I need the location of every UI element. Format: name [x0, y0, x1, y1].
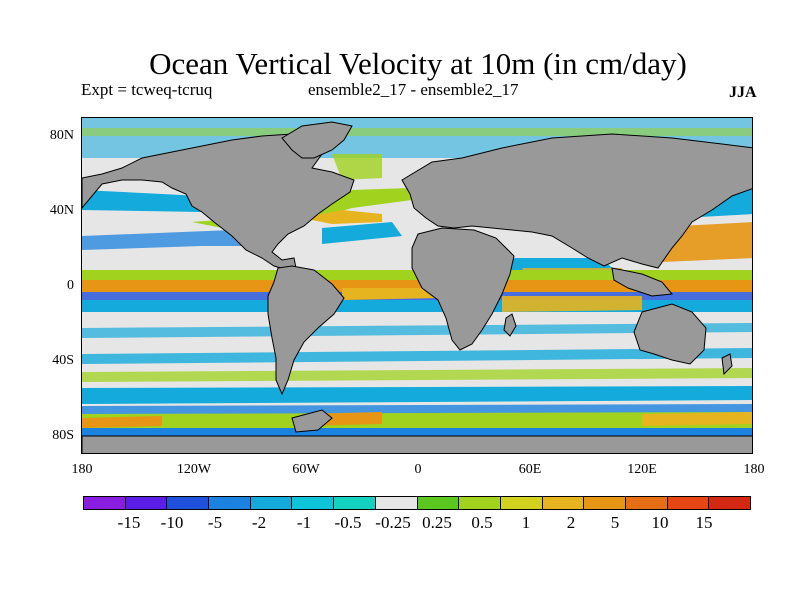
- south-green-band: [82, 368, 752, 382]
- world-map: [81, 117, 753, 454]
- natl-green-band: [307, 188, 412, 218]
- colorbar-label-2: 2: [566, 513, 576, 532]
- arctic-green-band: [82, 128, 752, 136]
- acc-cyan-band: [82, 386, 752, 404]
- equatorial-upwelling-band: [82, 280, 752, 292]
- eq-atlantic-orange: [342, 288, 442, 300]
- colorbar-swatch-8: [417, 497, 460, 509]
- colorbar-swatch-15: [709, 497, 750, 509]
- colorbar-swatch-11: [542, 497, 585, 509]
- labrador-green-patch: [332, 154, 382, 180]
- lon-label-120e: 120E: [627, 462, 657, 477]
- lat-label-80s: 80S: [52, 428, 74, 443]
- colorbar-swatch-10: [500, 497, 543, 509]
- colorbar-label-minus0-5: -0.5: [334, 513, 362, 532]
- australia: [633, 303, 707, 365]
- lat-label-40n: 40N: [49, 203, 74, 218]
- colorbar-label-1: 1: [521, 513, 531, 532]
- colorbar-label-5: 5: [610, 513, 620, 532]
- experiment-label: Expt = tcweq-tcruq: [81, 80, 213, 99]
- colorbar-label-minus5: -5: [207, 513, 223, 532]
- colorbar-swatch-7: [375, 497, 418, 509]
- colorbar-label-0-5: 0.5: [471, 513, 493, 532]
- south-cyan-band-2: [82, 348, 752, 364]
- colorbar-label-minus0-25: -0.25: [375, 513, 411, 532]
- colorbar-swatch-12: [584, 497, 626, 509]
- antarctic-blue-edge: [82, 428, 752, 436]
- continents: [82, 121, 752, 453]
- south-cyan-band-1: [82, 323, 752, 338]
- eurasia: [401, 133, 752, 269]
- colorbar-swatch-4: [250, 497, 293, 509]
- lon-label-120w: 120W: [176, 462, 212, 477]
- colorbar-label-10: 10: [651, 513, 669, 532]
- madagascar: [503, 313, 517, 337]
- lon-label-0: 0: [414, 462, 422, 477]
- colorbar-swatch-3: [209, 497, 251, 509]
- colorbar-swatch-13: [625, 497, 668, 509]
- antarctic-peninsula: [291, 409, 333, 433]
- colorbar-label-minus2: -2: [251, 513, 267, 532]
- lat-label-40s: 40S: [52, 353, 74, 368]
- map-title: Ocean Vertical Velocity at 10m (in cm/da…: [149, 46, 687, 81]
- colorbar-swatch-1: [125, 497, 168, 509]
- ensemble-label: ensemble2_17 - ensemble2_17: [308, 80, 519, 99]
- natl-orange-band: [302, 210, 382, 224]
- antarctic-orange-east: [642, 412, 752, 426]
- colorbar-label-15: 15: [695, 513, 713, 532]
- new-zealand: [721, 353, 733, 376]
- indonesia: [611, 267, 673, 297]
- lon-label-60w: 60W: [292, 462, 320, 477]
- natl-cyan-band: [322, 222, 402, 244]
- colorbar-label-minus1: -1: [296, 513, 312, 532]
- colorbar-swatch-9: [459, 497, 501, 509]
- antarctic-green-band: [82, 412, 752, 430]
- colorbar-label-0-25: 0.25: [422, 513, 452, 532]
- colorbar-swatch-0: [84, 497, 126, 509]
- north-america: [82, 133, 355, 271]
- antarctica: [82, 435, 752, 453]
- greenland: [281, 121, 353, 159]
- map-field-svg: [82, 118, 752, 453]
- lon-label-180w: 180: [71, 462, 93, 477]
- colorbar-label-minus15: -15: [117, 513, 141, 532]
- season-label: JJA: [729, 84, 757, 101]
- colorbar-swatch-5: [292, 497, 335, 509]
- colorbar-label-minus10: -10: [160, 513, 184, 532]
- colorbar-swatch-14: [667, 497, 710, 509]
- lat-label-80n: 80N: [49, 128, 74, 143]
- eq-indian-orange: [502, 296, 642, 312]
- africa: [411, 227, 515, 351]
- south-america: [267, 265, 345, 396]
- colorbar-swatch-2: [167, 497, 210, 509]
- colorbar-swatch-6: [334, 497, 376, 509]
- lat-label-0: 0: [67, 278, 74, 293]
- lon-label-60e: 60E: [518, 462, 542, 477]
- antarctic-orange-west: [82, 416, 162, 428]
- npac-blue-band: [82, 230, 272, 250]
- lon-label-180e: 180: [743, 462, 765, 477]
- colorbar: [83, 496, 751, 510]
